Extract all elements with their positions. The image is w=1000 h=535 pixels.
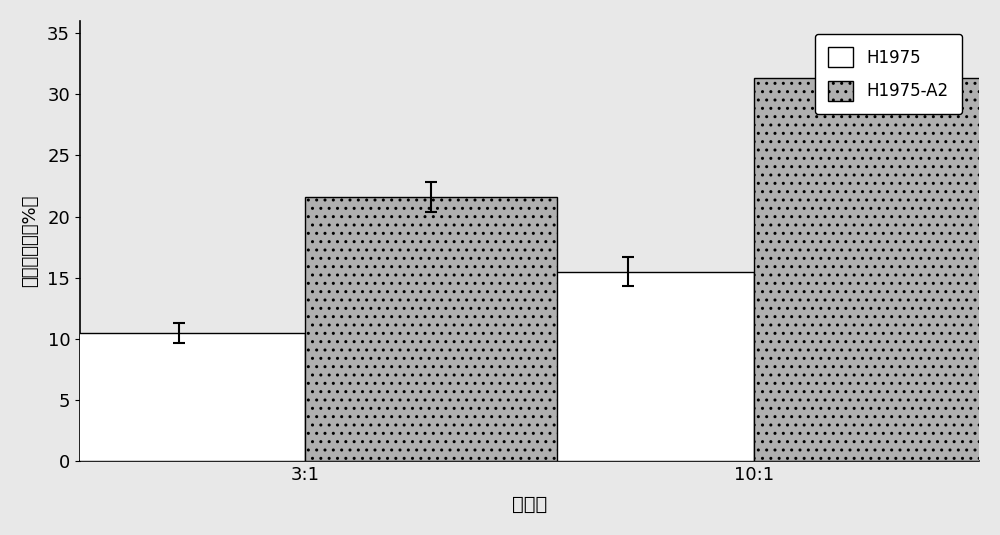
Legend: H1975, H1975-A2: H1975, H1975-A2: [815, 34, 962, 114]
X-axis label: 效靶比: 效靶比: [512, 495, 547, 514]
Bar: [754, 78, 1000, 461]
Bar: [503, 272, 754, 461]
Y-axis label: 细胞毒活性（%）: 细胞毒活性（%）: [21, 195, 39, 287]
Bar: [53, 333, 305, 461]
Bar: [305, 197, 557, 461]
